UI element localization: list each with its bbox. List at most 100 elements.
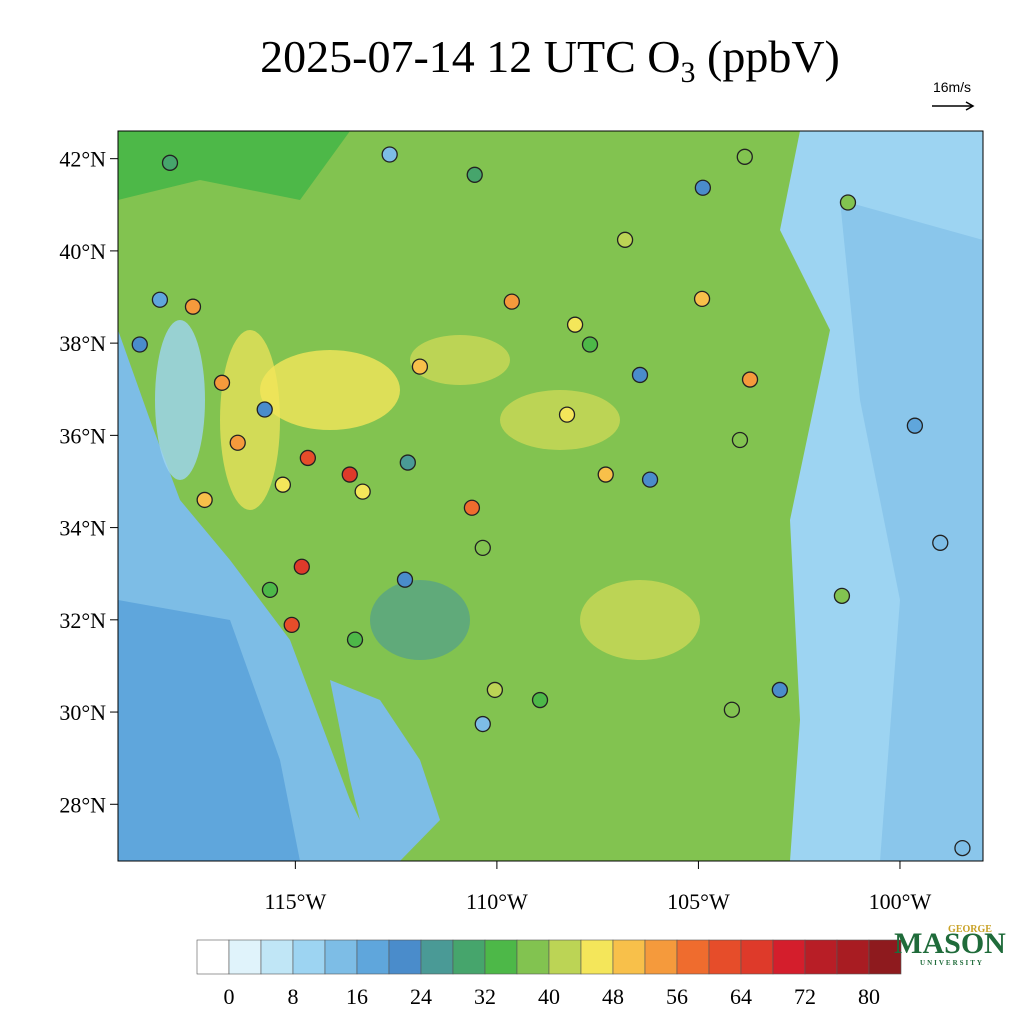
station [151,291,169,308]
x-tick-label: 115°W [264,889,326,914]
station [381,146,398,163]
station [531,691,549,709]
station [466,166,483,183]
station [161,154,179,171]
y-tick-label: 30°N [59,700,106,725]
colorbar-box [548,939,582,975]
wind-reference-label: 16m/s [933,79,971,95]
colorbar-label: 32 [474,984,496,1009]
colorbar-label: 56 [666,984,688,1009]
station [213,374,231,391]
colorbar-box [772,939,806,975]
logo-bottom: UNIVERSITY [920,959,984,967]
logo-main: MASON [894,927,1006,960]
station [261,581,279,598]
title-subscript: 3 [681,56,696,89]
x-tick-label: 110°W [466,889,528,914]
station [771,681,788,699]
station [597,466,614,483]
colorbar-box [676,939,710,975]
colorbar-box [740,939,774,975]
station [274,476,292,493]
logo-top: GEORGE [948,924,992,935]
station [641,471,659,488]
y-tick-label: 40°N [59,239,106,264]
colorbar-box [292,939,326,975]
station [346,631,364,648]
title-main: 2025-07-14 12 UTC O [260,31,680,82]
station [283,616,300,634]
colorbar-box [196,939,230,975]
station [474,715,491,733]
station [723,701,741,718]
station [566,316,584,333]
map-frame [117,130,984,862]
y-tick-label: 42°N [59,147,106,172]
colorbar-label: 40 [538,984,560,1009]
station [399,454,416,471]
station [396,571,414,588]
station [184,298,202,315]
station [463,499,481,516]
station [741,371,759,388]
colorbar-box [260,939,294,975]
station [932,534,949,551]
colorbar-label: 8 [288,984,299,1009]
colorbar-box [388,939,422,975]
y-tick-label: 34°N [59,516,106,541]
map-title: 2025-07-14 12 UTC O3 (ppbV) [260,31,840,89]
y-tick-label: 32°N [59,608,106,633]
colorbar-box [804,939,838,975]
station [131,336,148,353]
colorbar-label: 24 [410,984,432,1009]
y-tick-label: 28°N [59,792,106,817]
colorbar-box [708,939,742,975]
station [558,406,576,423]
colorbar-box [228,939,262,975]
colorbar-box [324,939,358,975]
station [731,431,749,449]
station [229,434,246,451]
station [299,449,316,467]
station [486,681,504,699]
station [833,587,851,604]
title-suffix: (ppbV) [696,31,840,82]
y-tick-label: 38°N [59,331,106,356]
colorbar-box [644,939,678,975]
y-tick-label: 36°N [59,423,106,448]
x-tick-label: 100°W [869,889,932,914]
station [954,839,971,857]
station [474,539,491,557]
station [293,558,310,575]
colorbar-label: 80 [858,984,880,1009]
station [736,148,753,165]
x-tick-label: 105°W [667,889,730,914]
colorbar-label: 48 [602,984,624,1009]
station [196,491,213,509]
logo: GEORGE MASON UNIVERSITY [894,924,1006,967]
station [354,483,371,500]
colorbar-box [868,939,902,975]
station [906,417,924,434]
station [694,179,712,196]
colorbar-box [580,939,614,975]
station [503,293,520,310]
station [616,231,634,248]
colorbar-label: 64 [730,984,752,1009]
station [839,194,857,211]
wind-reference-arrow [932,101,975,111]
colorbar-box [420,939,454,975]
colorbar-box [356,939,390,975]
colorbar-box [612,939,646,975]
colorbar-box [452,939,486,975]
colorbar-box [484,939,518,975]
station [411,358,429,375]
colorbar-label: 16 [346,984,368,1009]
colorbar-box [836,939,870,975]
station [256,401,273,418]
station [693,290,711,308]
station [341,466,358,483]
colorbar-label: 0 [224,984,235,1009]
colorbar-label: 72 [794,984,816,1009]
